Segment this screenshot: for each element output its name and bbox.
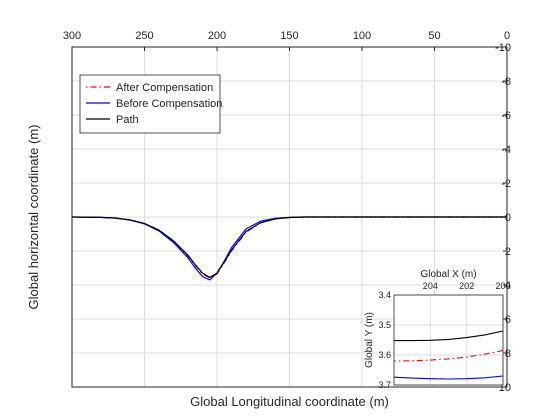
- inset-series-line-1: [393, 375, 504, 380]
- y-tick-label: -6: [501, 110, 511, 122]
- inset-x-tick-label: 202: [459, 281, 474, 291]
- x-tick-label: 250: [135, 30, 153, 42]
- legend-label-2: Path: [116, 114, 139, 126]
- legend-label-1: Before Compensation: [116, 98, 222, 110]
- inset-axes: 200 202 204 3.4 3.5 3.6 3.7 Global X (m) Global …: [364, 269, 511, 390]
- y-tick-label: 4: [505, 280, 511, 292]
- legend: After Compensation Before Compensation Pat…: [79, 74, 222, 134]
- inset-y-tick-label: 3.4: [378, 290, 391, 300]
- y-tick-label: 8: [505, 348, 511, 360]
- x-axis-label: Global Longitudinal coordinate (m): [190, 394, 389, 409]
- y-tick-label: 6: [505, 314, 511, 326]
- inset-y-tick-label: 3.5: [378, 320, 391, 330]
- y-tick-label: -4: [501, 144, 511, 156]
- y-tick-label: -10: [495, 42, 511, 54]
- inset-x-tick-label: 204: [423, 281, 438, 291]
- inset-series-line-2: [394, 330, 504, 342]
- series-line-2: [71, 216, 507, 278]
- inset-area: [394, 295, 503, 385]
- inset-x-tick-label: 200: [495, 281, 510, 291]
- legend-label-0: After Compensation: [116, 82, 213, 94]
- inset-y-tick-label: 3.6: [378, 350, 391, 360]
- x-tick-label: 200: [208, 30, 226, 42]
- legend-box: [79, 74, 221, 134]
- x-tick-label: 300: [63, 30, 81, 42]
- y-tick-label: -8: [501, 76, 511, 88]
- y-tick-label: -2: [501, 178, 511, 190]
- series-layer: [71, 216, 507, 281]
- x-tick-label: 100: [353, 30, 371, 42]
- inset-box: [393, 294, 504, 386]
- inset-x-label: Global X (m): [420, 269, 476, 280]
- x-tick-label: 150: [280, 30, 298, 42]
- inset-series-line-0: [393, 349, 504, 362]
- y-tick-label: 0: [505, 212, 511, 224]
- inset-y-label: Global Y (m): [364, 312, 375, 368]
- x-tick-label: 0: [504, 30, 510, 42]
- y-axis-label: Global horizontal coordinate (m): [26, 125, 41, 310]
- y-tick-label: 2: [505, 246, 511, 258]
- inset-y-tick-label: 3.7: [378, 380, 391, 390]
- x-tick-label: 50: [428, 30, 440, 42]
